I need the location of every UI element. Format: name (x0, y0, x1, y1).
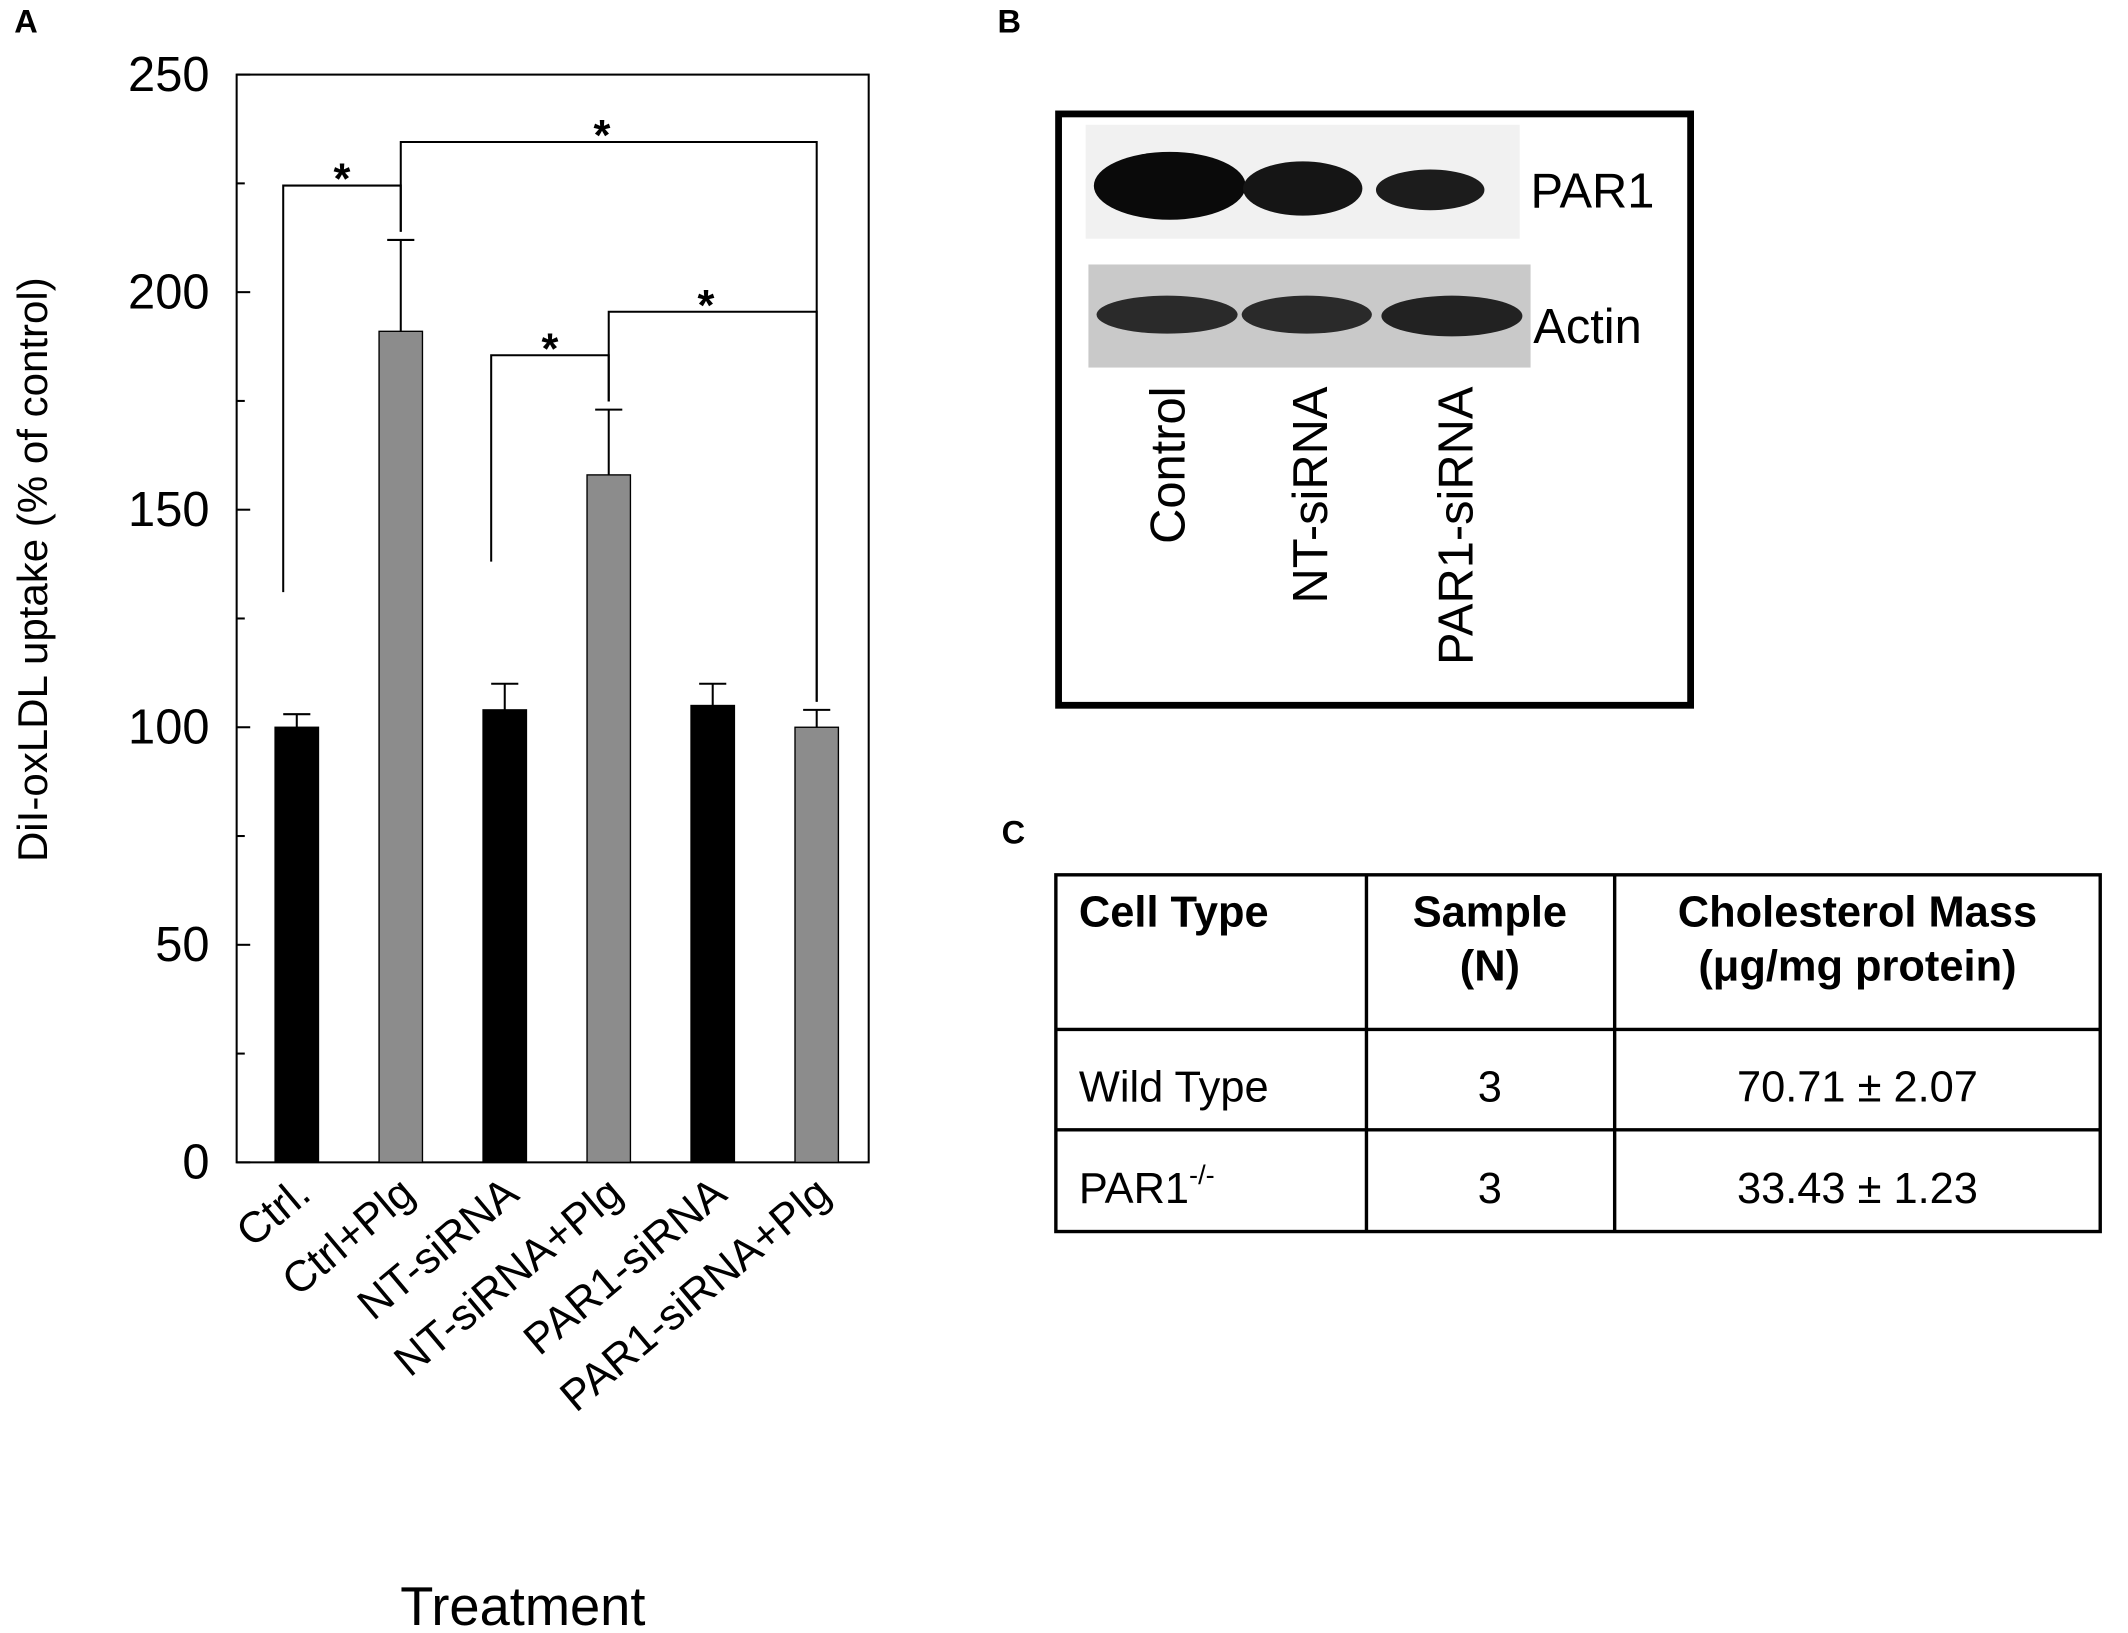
significance-bracket (607, 310, 818, 702)
blot-band (1093, 151, 1246, 220)
y-tick-label: 250 (128, 48, 209, 102)
chart: 050100150200250Ctrl.Ctrl+PlgNT-siRNANT-s… (128, 48, 870, 1421)
bar (378, 330, 424, 1164)
table-cell: PAR1-/- (1079, 1159, 1215, 1213)
panel-label: A (14, 4, 38, 40)
blot-band (1241, 295, 1372, 334)
cell-text: PAR1 (1079, 1165, 1189, 1213)
table-header: Cell Type (1079, 888, 1269, 936)
bar (586, 474, 632, 1164)
band-label: PAR1 (1531, 165, 1655, 219)
table-cell: 3 (1478, 1063, 1502, 1111)
table-cell: Wild Type (1079, 1063, 1269, 1111)
blot-band (1375, 169, 1485, 211)
table-grid (1054, 873, 2102, 1234)
table-header: (μg/mg protein) (1698, 943, 2016, 991)
lane-label: NT-siRNA (1284, 386, 1338, 603)
significance-label: * (594, 112, 611, 160)
significance-label: * (542, 325, 559, 373)
error-bar (491, 682, 519, 710)
table-cell: 33.43 ± 1.23 (1737, 1165, 1978, 1213)
table-cell: 70.71 ± 2.07 (1737, 1063, 1978, 1111)
lane-label: Control (1142, 387, 1196, 544)
y-tick-label: 150 (128, 483, 209, 537)
y-tick-label: 0 (182, 1136, 209, 1190)
cell-superscript: -/- (1189, 1159, 1215, 1190)
plot-frame (235, 73, 870, 1164)
panel-label: C (1002, 815, 1026, 851)
lane-label: PAR1-siRNA (1429, 386, 1483, 665)
y-tick-label: 200 (128, 265, 209, 319)
error-bar (387, 238, 415, 332)
significance-label: * (697, 282, 714, 330)
table-cell: 3 (1478, 1165, 1502, 1213)
error-bar (803, 708, 831, 728)
error-bar (595, 408, 623, 475)
significance-label: * (334, 156, 351, 204)
blot-frame (1055, 110, 1695, 709)
y-axis-label: DiI-oxLDL uptake (% of control) (9, 277, 56, 862)
bar (482, 709, 528, 1164)
bar (690, 704, 736, 1164)
band-label: Actin (1533, 300, 1642, 354)
y-tick-label: 50 (155, 918, 209, 972)
bar (274, 726, 320, 1164)
table-header: (N) (1460, 943, 1520, 991)
blot-band (1243, 161, 1363, 216)
table: Cell Type Sample (N) Cholesterol Mass (μg/mg… (1079, 888, 2037, 1213)
y-tick-label: 100 (128, 701, 209, 755)
x-axis-label: Treatment (400, 1577, 645, 1633)
error-bar (283, 713, 311, 728)
table-header: Cholesterol Mass (1678, 888, 2037, 936)
bar (794, 726, 840, 1164)
table-header: Sample (1413, 888, 1567, 936)
blot-band (1381, 295, 1523, 337)
panel-label: B (998, 4, 1022, 40)
blot-band (1096, 295, 1238, 334)
error-bar (699, 682, 727, 706)
